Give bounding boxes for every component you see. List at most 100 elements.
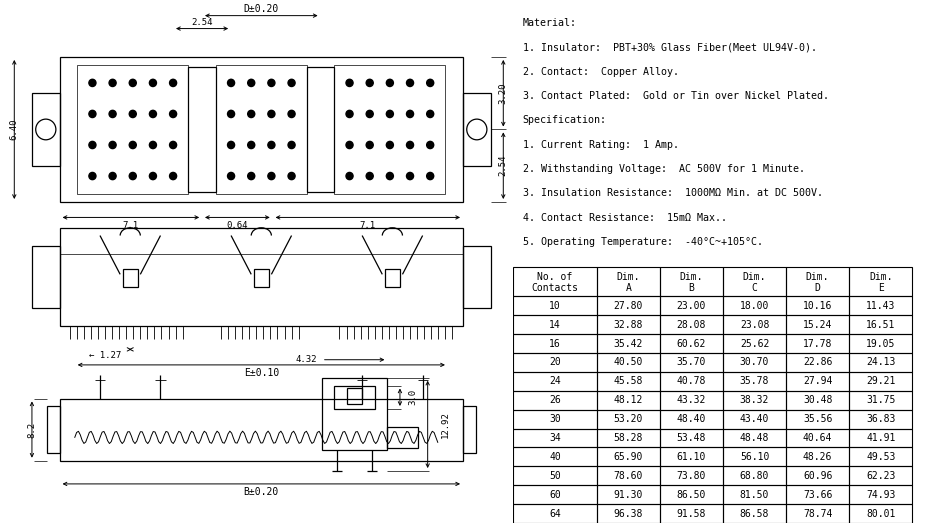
Text: 43.32: 43.32 bbox=[677, 395, 706, 405]
Circle shape bbox=[366, 110, 373, 118]
Bar bbox=[216, 65, 307, 194]
Bar bbox=[513, 429, 597, 447]
Bar bbox=[849, 391, 912, 410]
Text: 30.48: 30.48 bbox=[803, 395, 832, 405]
Text: 62.23: 62.23 bbox=[866, 471, 895, 481]
Text: 28.08: 28.08 bbox=[677, 319, 706, 329]
Text: E: E bbox=[878, 283, 883, 293]
Bar bbox=[849, 447, 912, 466]
Text: D: D bbox=[815, 283, 820, 293]
Circle shape bbox=[109, 79, 117, 87]
Text: A: A bbox=[625, 283, 631, 293]
Circle shape bbox=[346, 142, 353, 148]
Bar bbox=[786, 485, 849, 504]
Text: 10.16: 10.16 bbox=[803, 301, 832, 311]
Bar bbox=[513, 447, 597, 466]
Circle shape bbox=[366, 79, 373, 87]
Bar bbox=[513, 410, 597, 429]
Bar bbox=[597, 447, 660, 466]
Bar bbox=[335, 65, 445, 194]
Text: 68.80: 68.80 bbox=[740, 471, 770, 481]
Circle shape bbox=[248, 142, 254, 148]
Text: 35.56: 35.56 bbox=[803, 414, 832, 424]
Text: 60: 60 bbox=[549, 489, 561, 499]
Text: Dim.: Dim. bbox=[869, 272, 893, 282]
Circle shape bbox=[169, 173, 177, 180]
Circle shape bbox=[169, 142, 177, 148]
Text: 30: 30 bbox=[549, 414, 561, 424]
Bar bbox=[723, 447, 786, 466]
Circle shape bbox=[426, 173, 434, 180]
Bar bbox=[123, 269, 138, 287]
Bar bbox=[786, 429, 849, 447]
Text: E±0.10: E±0.10 bbox=[243, 368, 279, 378]
Text: 81.50: 81.50 bbox=[740, 489, 770, 499]
Text: 74.93: 74.93 bbox=[866, 489, 895, 499]
Text: 56.10: 56.10 bbox=[740, 452, 770, 462]
Text: 14: 14 bbox=[549, 319, 561, 329]
Bar bbox=[660, 485, 723, 504]
Circle shape bbox=[109, 142, 117, 148]
Circle shape bbox=[288, 79, 295, 87]
Bar bbox=[660, 372, 723, 391]
Circle shape bbox=[150, 110, 156, 118]
Bar bbox=[849, 466, 912, 485]
Text: 16.51: 16.51 bbox=[866, 319, 895, 329]
Circle shape bbox=[150, 142, 156, 148]
Bar bbox=[723, 429, 786, 447]
Text: 86.58: 86.58 bbox=[740, 508, 770, 518]
Text: 34: 34 bbox=[549, 433, 561, 443]
Bar bbox=[59, 399, 462, 460]
Circle shape bbox=[366, 173, 373, 180]
Text: 25.62: 25.62 bbox=[740, 338, 770, 348]
Text: B: B bbox=[688, 283, 695, 293]
Bar bbox=[660, 267, 723, 296]
Bar bbox=[32, 93, 59, 166]
Circle shape bbox=[228, 142, 235, 148]
Circle shape bbox=[248, 173, 254, 180]
Text: 96.38: 96.38 bbox=[613, 508, 643, 518]
Bar bbox=[322, 378, 388, 450]
Bar bbox=[786, 391, 849, 410]
Text: 3.20: 3.20 bbox=[499, 82, 508, 104]
Circle shape bbox=[387, 79, 393, 87]
Bar bbox=[786, 334, 849, 353]
Bar bbox=[253, 269, 269, 287]
Text: 45.58: 45.58 bbox=[613, 376, 643, 386]
Bar bbox=[597, 372, 660, 391]
Text: 53.48: 53.48 bbox=[677, 433, 706, 443]
Circle shape bbox=[387, 110, 393, 118]
Text: 2.54: 2.54 bbox=[191, 18, 213, 27]
Text: 73.80: 73.80 bbox=[677, 471, 706, 481]
Text: 40.50: 40.50 bbox=[613, 357, 643, 367]
Bar bbox=[462, 246, 490, 308]
Text: 8.2: 8.2 bbox=[28, 421, 36, 438]
Text: 26: 26 bbox=[549, 395, 561, 405]
Bar bbox=[786, 267, 849, 296]
Circle shape bbox=[89, 110, 96, 118]
Bar bbox=[513, 391, 597, 410]
Text: 27.94: 27.94 bbox=[803, 376, 832, 386]
Bar bbox=[723, 391, 786, 410]
Circle shape bbox=[346, 173, 353, 180]
Text: 86.50: 86.50 bbox=[677, 489, 706, 499]
Bar bbox=[849, 410, 912, 429]
Bar bbox=[597, 353, 660, 372]
Circle shape bbox=[387, 173, 393, 180]
Circle shape bbox=[248, 79, 254, 87]
Text: 4.32: 4.32 bbox=[295, 355, 316, 364]
Bar bbox=[47, 407, 59, 453]
Text: 40.64: 40.64 bbox=[803, 433, 832, 443]
Circle shape bbox=[248, 110, 254, 118]
Bar bbox=[723, 504, 786, 523]
Text: 32.88: 32.88 bbox=[613, 319, 643, 329]
Circle shape bbox=[130, 79, 136, 87]
Text: 24: 24 bbox=[549, 376, 561, 386]
Circle shape bbox=[130, 173, 136, 180]
Text: Dim.: Dim. bbox=[617, 272, 640, 282]
Text: 3. Insulation Resistance:  1000MΩ Min. at DC 500V.: 3. Insulation Resistance: 1000MΩ Min. at… bbox=[523, 188, 822, 199]
Text: 58.28: 58.28 bbox=[613, 433, 643, 443]
Text: 17.78: 17.78 bbox=[803, 338, 832, 348]
Text: 38.32: 38.32 bbox=[740, 395, 770, 405]
Text: 41.91: 41.91 bbox=[866, 433, 895, 443]
